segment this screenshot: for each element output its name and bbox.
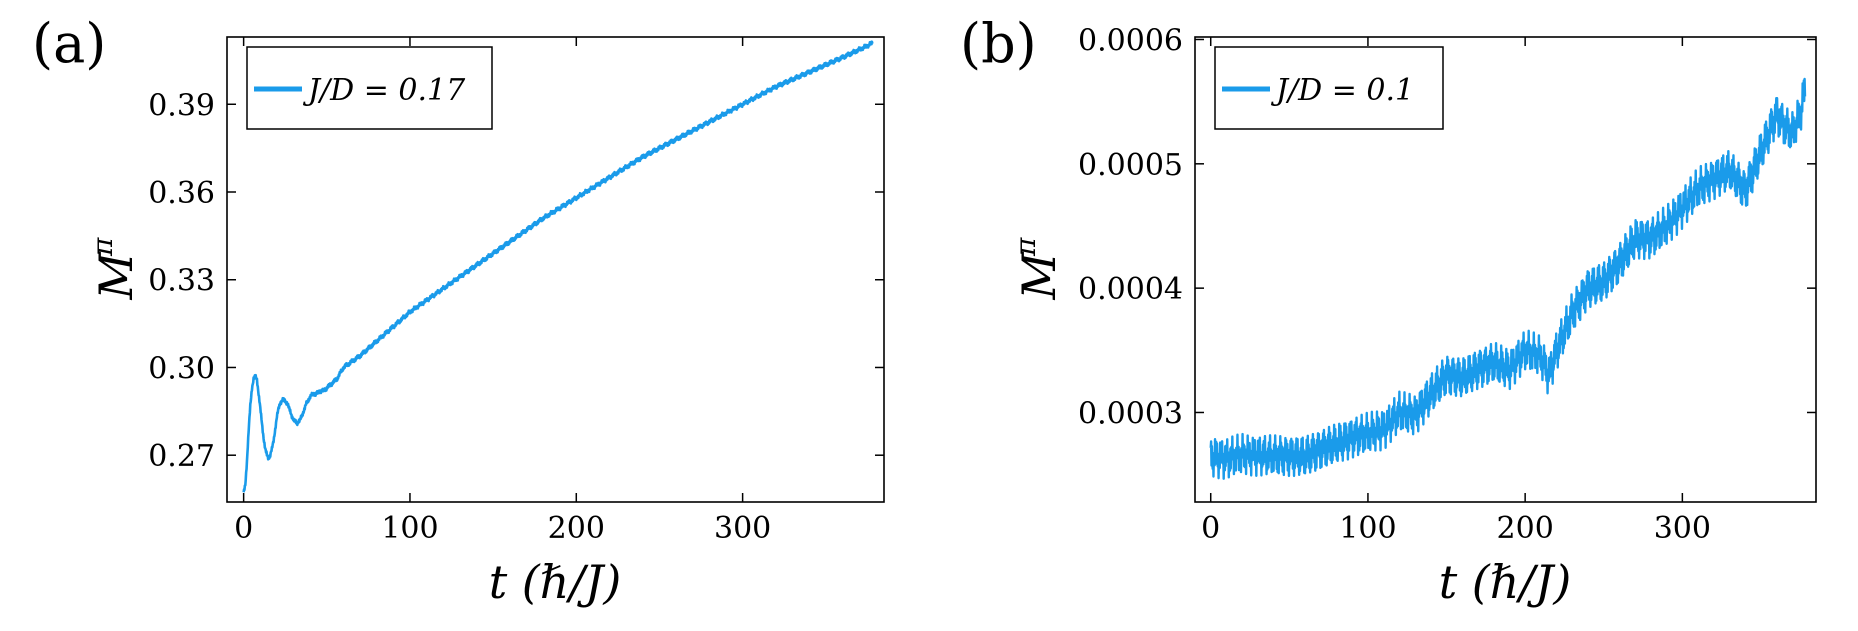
legend-a: J/D = 0.17 — [246, 46, 493, 130]
plot-frame-a — [226, 36, 885, 503]
y-tick-label: 0.30 — [148, 351, 215, 386]
panel-a: (a) 0 100 200 300 0.27 0.30 0.33 0.36 0.39 J/D =… — [32, 12, 885, 609]
y-axis-label-sup-a: π — [86, 237, 119, 257]
plot-frame-b — [1194, 36, 1817, 503]
x-tick-label: 300 — [1654, 511, 1711, 546]
y-axis-label-main-a: M — [89, 251, 143, 301]
legend-label-b: J/D = 0.1 — [1270, 73, 1414, 108]
y-tick-label: 0.0006 — [1078, 23, 1183, 58]
x-tick-label: 200 — [548, 511, 605, 546]
y-axis-label-b: M π — [1009, 237, 1066, 301]
series-group-a — [242, 40, 874, 493]
tick-group-b: 0 100 200 300 0.0003 0.0004 0.0005 0.0006 — [1078, 23, 1816, 546]
x-tick-label: 0 — [1201, 511, 1220, 546]
panel-label-b: (b) — [960, 12, 1037, 75]
y-tick-label: 0.0004 — [1078, 272, 1183, 307]
y-axis-label-main-b: M — [1012, 251, 1066, 301]
y-tick-label: 0.0003 — [1078, 396, 1183, 431]
x-tick-label: 300 — [714, 511, 771, 546]
y-tick-label: 0.39 — [148, 88, 215, 123]
panel-label-a: (a) — [32, 12, 106, 75]
panel-b: (b) 0 100 200 300 0.0003 0.0004 0.0005 0.0006 J… — [960, 12, 1817, 609]
y-tick-label: 0.33 — [148, 264, 215, 299]
legend-label-a: J/D = 0.17 — [302, 73, 466, 108]
series-group-b — [1209, 77, 1807, 480]
x-tick-label: 100 — [381, 511, 438, 546]
x-tick-label: 200 — [1497, 511, 1554, 546]
series-line-a-0 — [242, 40, 874, 493]
y-axis-label-a: M π — [86, 237, 143, 301]
x-axis-label-a: t (ℏ/J) — [489, 555, 622, 609]
x-axis-label-b: t (ℏ/J) — [1439, 555, 1572, 609]
y-tick-label: 0.36 — [148, 176, 215, 211]
y-tick-label: 0.27 — [148, 439, 215, 474]
x-tick-label: 100 — [1339, 511, 1396, 546]
tick-group-a: 0 100 200 300 0.27 0.30 0.33 0.36 0.39 — [148, 37, 884, 546]
series-line-b-0 — [1209, 77, 1807, 480]
y-tick-label: 0.0005 — [1078, 148, 1183, 183]
y-axis-label-sup-b: π — [1009, 237, 1042, 257]
x-tick-label: 0 — [234, 511, 253, 546]
legend-b: J/D = 0.1 — [1214, 46, 1444, 130]
